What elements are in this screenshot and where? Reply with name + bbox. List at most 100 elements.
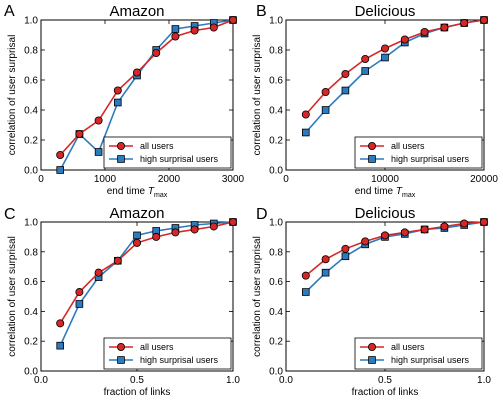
legend-label: high surprisal users xyxy=(140,355,219,365)
y-tick-label: 0.8 xyxy=(269,46,283,57)
data-point-all-users xyxy=(190,225,199,234)
legend: all users high surprisal users xyxy=(354,337,483,370)
x-axis-label-sub: max xyxy=(402,192,416,199)
legend: all users high surprisal users xyxy=(354,136,483,169)
data-point-high-surprisal-users xyxy=(114,98,122,107)
data-point-all-users xyxy=(171,32,180,41)
y-axis-label: correlation of user surprisal xyxy=(252,236,263,357)
data-point-all-users xyxy=(380,44,389,53)
data-point-high-surprisal-users xyxy=(75,300,84,308)
x-axis-label: fraction of links xyxy=(352,387,419,398)
legend-label: all users xyxy=(391,141,425,151)
data-point-high-surprisal-users xyxy=(56,166,64,174)
data-point-all-users xyxy=(460,219,469,228)
y-tick-label: 0.2 xyxy=(24,337,38,348)
legend-marker-circle xyxy=(367,141,376,150)
x-axis-label: end time Tmax xyxy=(355,186,416,199)
data-point-all-users xyxy=(152,49,161,58)
data-point-all-users xyxy=(228,15,237,24)
series-line-high-surprisal-users xyxy=(59,221,234,347)
data-point-all-users xyxy=(132,68,141,77)
legend-marker-circle xyxy=(117,342,126,351)
x-axis-label: end time Tmax xyxy=(107,186,168,199)
y-tick-label: 0.0 xyxy=(24,166,38,177)
data-point-high-surprisal-users xyxy=(341,86,350,95)
legend-label: all users xyxy=(391,342,425,352)
x-tick-label: 3000 xyxy=(222,174,245,185)
data-point-high-surprisal-users xyxy=(301,128,310,137)
legend-marker-circle xyxy=(117,141,126,150)
data-point-all-users xyxy=(209,23,218,32)
data-point-all-users xyxy=(94,268,103,277)
x-axis-label-text: end time xyxy=(107,186,148,197)
legend-marker-square xyxy=(117,356,125,364)
y-tick-label: 0.0 xyxy=(24,367,38,378)
y-axis-label: correlation of user surprisal xyxy=(7,35,18,156)
data-point-high-surprisal-users xyxy=(321,268,330,277)
x-tick-label: 0.5 xyxy=(130,375,144,386)
panel-letter: C xyxy=(4,206,16,223)
legend-box xyxy=(354,136,483,169)
data-point-all-users xyxy=(75,288,84,297)
panel-b: B Delicious 0.0 0.2 0.4 0.6 0.8 1.0 0 10000 20000 e… xyxy=(252,3,498,199)
data-point-all-users xyxy=(171,228,180,237)
data-point-all-users xyxy=(440,23,449,32)
data-point-all-users xyxy=(321,255,330,264)
legend-label: high surprisal users xyxy=(391,154,470,164)
legend-label: all users xyxy=(140,342,174,352)
y-tick-label: 0.2 xyxy=(269,337,283,348)
y-tick-label: 0.2 xyxy=(24,136,38,147)
legend-box xyxy=(354,337,483,370)
x-tick-label: 0.0 xyxy=(34,375,48,386)
data-point-high-surprisal-users xyxy=(171,25,180,33)
panel-a: A Amazon 0.0 0.2 0.4 0.6 0.8 1.0 0 1000 2000 3000 en… xyxy=(4,3,245,199)
legend-box xyxy=(103,136,232,169)
data-point-high-surprisal-users xyxy=(56,341,64,350)
panel-d: D Delicious 0.0 0.2 0.4 0.6 0.8 1.0 0.0 0.5 1.0 fra… xyxy=(252,205,491,398)
data-point-all-users xyxy=(400,228,409,237)
y-tick-label: 0.0 xyxy=(269,367,283,378)
series-line-high-surprisal-users xyxy=(305,221,485,293)
data-point-all-users xyxy=(56,150,65,159)
x-tick-label: 0.5 xyxy=(378,375,392,386)
y-tick-label: 0.8 xyxy=(269,247,283,258)
legend-label: high surprisal users xyxy=(140,154,219,164)
data-point-all-users xyxy=(341,244,350,253)
data-point-high-surprisal-users xyxy=(341,252,350,261)
x-axis-label-text: end time xyxy=(355,186,396,197)
data-point-all-users xyxy=(75,129,84,138)
y-tick-label: 0.6 xyxy=(269,277,283,288)
x-tick-label: 1.0 xyxy=(226,375,240,386)
data-point-all-users xyxy=(209,222,218,231)
chart-title: Amazon xyxy=(109,205,164,222)
data-point-all-users xyxy=(190,26,199,35)
legend: all users high surprisal users xyxy=(103,337,232,370)
x-axis-label-var: T xyxy=(396,186,403,197)
data-point-all-users xyxy=(361,237,370,246)
y-tick-label: 0.8 xyxy=(24,46,38,57)
legend-marker-square xyxy=(117,155,125,163)
series-line-all-users xyxy=(59,221,234,324)
panel-letter: D xyxy=(256,206,268,223)
data-point-all-users xyxy=(56,319,65,328)
y-tick-label: 0.0 xyxy=(269,166,283,177)
data-point-all-users xyxy=(301,110,310,119)
legend: all users high surprisal users xyxy=(103,136,232,169)
legend-marker-square xyxy=(368,356,376,364)
chart-title: Delicious xyxy=(355,205,416,222)
data-point-high-surprisal-users xyxy=(301,288,310,296)
x-tick-label: 0 xyxy=(283,174,289,185)
panel-letter: B xyxy=(256,3,267,20)
series-line-all-users xyxy=(59,19,234,156)
legend-label: high surprisal users xyxy=(391,355,470,365)
data-point-all-users xyxy=(301,271,310,280)
chart-title: Delicious xyxy=(355,3,416,20)
panel-c: C Amazon 0.0 0.2 0.4 0.6 0.8 1.0 0.0 0.5 1.0 fracti… xyxy=(4,205,240,398)
data-point-all-users xyxy=(94,116,103,125)
data-point-high-surprisal-users xyxy=(133,231,141,240)
y-axis-label: correlation of user surprisal xyxy=(252,35,263,156)
data-point-all-users xyxy=(361,55,370,64)
x-tick-label: 0 xyxy=(38,174,44,185)
y-tick-label: 0.4 xyxy=(269,106,283,117)
